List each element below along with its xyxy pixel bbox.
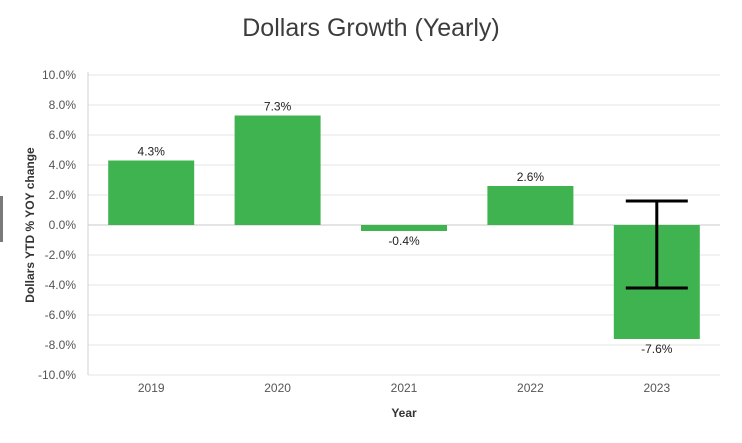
- y-tick-label: -6.0%: [45, 308, 77, 322]
- window-edge-marker: [0, 196, 3, 242]
- y-tick-label: 10.0%: [42, 68, 76, 82]
- x-tick-label: 2022: [517, 381, 544, 395]
- data-label: -7.6%: [641, 342, 673, 356]
- bar: [234, 115, 321, 225]
- y-tick-labels: 10.0% 8.0% 6.0% 4.0% 2.0% 0.0% -2.0% -4.0% -6.0%…: [38, 68, 76, 382]
- y-tick-label: -10.0%: [38, 368, 76, 382]
- x-tick-labels: 2019 2020 2021 2022 2023: [138, 381, 671, 395]
- error-bar-group: [625, 199, 688, 290]
- x-axis-title: Year: [391, 406, 417, 420]
- bar: [108, 160, 195, 225]
- data-label: 7.3%: [264, 100, 292, 114]
- bar: [487, 186, 574, 225]
- y-tick-label: -4.0%: [45, 278, 77, 292]
- bar: [361, 225, 447, 231]
- y-tick-label: 8.0%: [49, 98, 77, 112]
- x-tick-label: 2021: [391, 381, 418, 395]
- data-label: 2.6%: [517, 170, 545, 184]
- x-tick-label: 2023: [643, 381, 670, 395]
- data-label: -0.4%: [388, 234, 420, 248]
- bars: [108, 115, 700, 339]
- y-tick-label: 6.0%: [49, 128, 77, 142]
- chart-title: Dollars Growth (Yearly): [242, 14, 500, 42]
- data-label: 4.3%: [138, 145, 166, 159]
- y-tick-label: 0.0%: [49, 218, 77, 232]
- y-axis-title: Dollars YTD % YOY change: [23, 147, 37, 303]
- data-labels: 4.3% 7.3% -0.4% 2.6% -7.6%: [138, 100, 673, 357]
- y-tick-label: -8.0%: [45, 338, 77, 352]
- x-tick-label: 2019: [138, 381, 165, 395]
- x-tick-label: 2020: [264, 381, 291, 395]
- y-tick-label: -2.0%: [45, 248, 77, 262]
- y-tick-label: 4.0%: [49, 158, 77, 172]
- y-tick-label: 2.0%: [49, 188, 77, 202]
